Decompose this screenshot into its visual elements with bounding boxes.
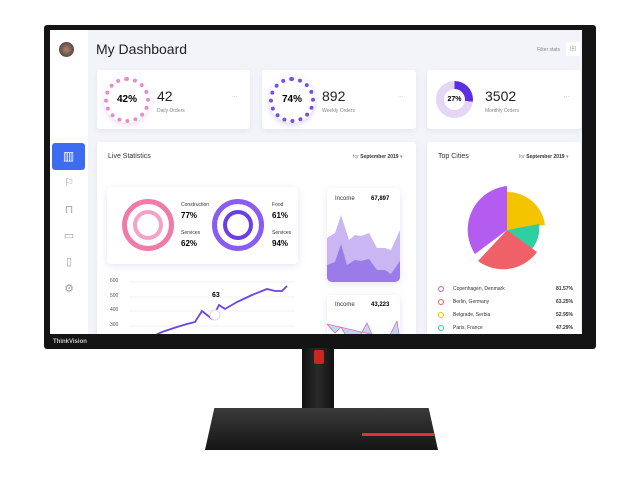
basket-icon[interactable]: ⊓: [64, 204, 74, 216]
slice-berlin: [478, 230, 537, 270]
monthly-donut-hole: [444, 89, 465, 110]
weekly-orders-card: 74% 892 Weekly Orders ···: [262, 70, 416, 129]
city-marker-icon: [438, 312, 444, 318]
income-card-1: Income 67,897: [327, 188, 400, 282]
daily-orders-card: 42% 42 Daily Orders ···: [97, 70, 250, 129]
income-card-2: Income 43,223: [327, 295, 400, 334]
income-area-chart: [327, 321, 400, 334]
top-cities-panel: Top Cities for September 2019 ▾ Copenhag…: [427, 142, 581, 334]
city-value: 81.57%: [556, 286, 573, 292]
ring-value: 62%: [181, 239, 198, 248]
income-area-chart: [327, 215, 400, 282]
city-row: Berlin, Germany 63.25%: [438, 298, 573, 311]
cities-title: Top Cities: [438, 153, 469, 160]
daily-percent: 42%: [116, 94, 137, 105]
avatar[interactable]: [59, 42, 74, 57]
city-value: 47.29%: [556, 325, 573, 331]
city-row: Copenhagen, Denmark 81.57%: [438, 285, 573, 298]
city-name: Berlin, Germany: [453, 299, 490, 305]
line-chart: [129, 281, 295, 334]
construction-services-ring: [122, 199, 174, 251]
live-period-select[interactable]: for September 2019 ▾: [353, 154, 403, 160]
weekly-value: 892: [322, 88, 346, 104]
signpost-icon[interactable]: ⚐: [64, 177, 74, 189]
for-label: for: [353, 154, 359, 160]
more-menu-icon[interactable]: ···: [564, 94, 569, 100]
filter-icon[interactable]: ⊞: [566, 42, 580, 56]
monthly-value: 3502: [485, 88, 517, 104]
ring-value: 94%: [272, 239, 289, 248]
more-menu-icon[interactable]: ···: [398, 94, 403, 100]
city-name: Belgrade, Serbia: [453, 312, 491, 318]
city-row: Belgrade, Serbia 52.95%: [438, 311, 573, 324]
page-title: My Dashboard: [96, 41, 188, 57]
y-tick: 600: [110, 278, 119, 284]
city-value: 63.25%: [556, 299, 573, 305]
city-row: Paris, France 47.29%: [438, 324, 573, 334]
slice-copenhagen: [467, 186, 507, 254]
live-title: Live Statistics: [108, 153, 151, 160]
food-services-ring: [212, 199, 264, 251]
income-value: 43,223: [371, 302, 390, 308]
city-marker-icon: [438, 286, 444, 292]
rings-card: Construction 77% Services 62% Food 61% S…: [107, 187, 298, 264]
daily-dots-ring: [104, 77, 150, 123]
city-marker-icon: [438, 325, 444, 331]
city-value: 52.95%: [556, 312, 573, 318]
daily-label: Daily Orders: [157, 108, 185, 114]
period: September 2019: [526, 154, 565, 160]
settings-icon[interactable]: ⚙: [64, 283, 74, 295]
income-label: Income: [335, 196, 355, 202]
ring-value: 61%: [272, 211, 289, 220]
ring-label: Food: [272, 202, 284, 208]
period: September 2019: [360, 154, 399, 160]
bar-chart-icon[interactable]: ▥: [52, 143, 85, 170]
ring-label: Services: [181, 230, 201, 236]
screen: ▥ ⚐ ⊓ ▭ ▯ ⚙ My Dashboard Filter stats ⊞ …: [50, 30, 582, 334]
live-statistics-panel: Live Statistics for September 2019 ▾ Con…: [97, 142, 416, 334]
cable-clip: [314, 350, 324, 364]
weekly-dots-ring: [269, 77, 315, 123]
filter-stats-label[interactable]: Filter stats: [537, 47, 561, 53]
hover-point: [209, 309, 221, 321]
weekly-percent: 74%: [281, 94, 302, 105]
for-label: for: [519, 154, 525, 160]
y-tick: 400: [110, 307, 119, 313]
base-red-stripe: [362, 433, 434, 436]
y-tick: 300: [110, 322, 119, 328]
city-name: Paris, France: [453, 325, 483, 331]
ring-value: 77%: [181, 211, 198, 220]
monitor-stand-base: [205, 408, 438, 450]
slice-paris: [507, 224, 540, 250]
city-marker-icon: [438, 299, 444, 305]
callout-value: 63: [212, 292, 220, 299]
sidebar: ▥ ⚐ ⊓ ▭ ▯ ⚙: [50, 30, 88, 334]
income-label: Income: [335, 302, 355, 308]
more-menu-icon[interactable]: ···: [232, 94, 237, 100]
weekly-label: Weekly Orders: [322, 108, 355, 114]
clipboard-icon[interactable]: ▯: [65, 256, 73, 268]
city-name: Copenhagen, Denmark: [453, 286, 505, 292]
income-value: 67,897: [371, 196, 390, 202]
ring-label: Construction: [181, 202, 210, 208]
pie-chart: [467, 186, 545, 270]
brand-logo: ThinkVision: [53, 339, 87, 345]
ring-label: Services: [272, 230, 292, 236]
daily-value: 42: [157, 88, 173, 104]
monthly-label: Monthly Orders: [485, 108, 520, 114]
chat-icon[interactable]: ▭: [63, 230, 75, 242]
city-list: Copenhagen, Denmark 81.57% Berlin, Germany…: [438, 285, 573, 334]
cities-period-select[interactable]: for September 2019 ▾: [519, 154, 569, 160]
monthly-percent: 27%: [447, 96, 462, 103]
slice-belgrade: [507, 191, 545, 230]
y-tick: 500: [110, 293, 119, 299]
monthly-orders-card: 27% 3502 Monthly Orders ···: [427, 70, 581, 129]
